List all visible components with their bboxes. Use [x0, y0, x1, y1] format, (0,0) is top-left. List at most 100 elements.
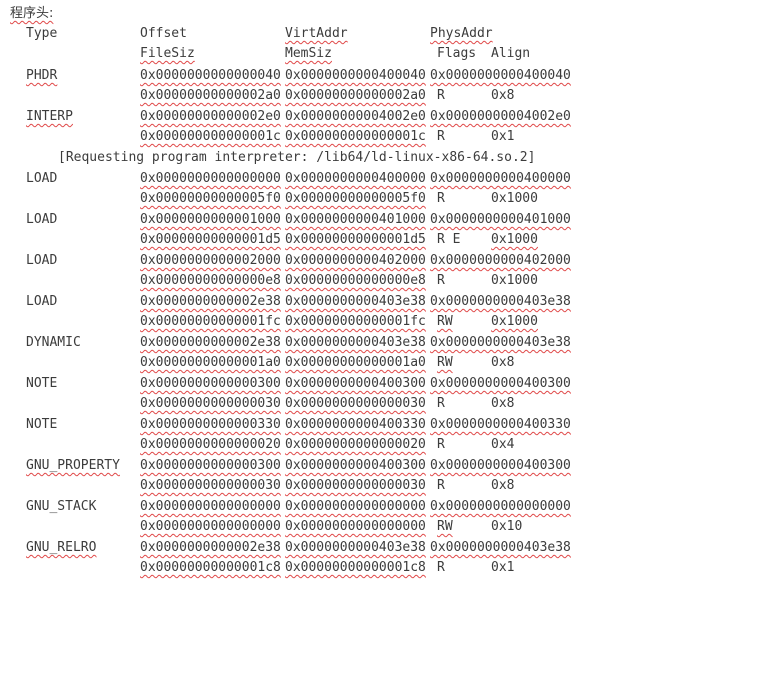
- segment-virtaddr: 0x0000000000403e38: [285, 540, 426, 555]
- segment-physaddr: 0x0000000000403e38: [430, 335, 571, 350]
- segment-row: NOTE 0x0000000000000300 0x00000000004003…: [0, 374, 571, 394]
- segment-row-sizes: 0x00000000000002a0 0x00000000000002a0 R …: [0, 86, 514, 106]
- segment-memsiz: 0x00000000000001c8: [285, 560, 426, 575]
- segment-filesiz: 0x00000000000000e8: [140, 273, 281, 288]
- segment-physaddr: 0x0000000000400330: [430, 417, 571, 432]
- segment-type: GNU_PROPERTY: [26, 458, 120, 473]
- segment-align: 0x1: [491, 560, 515, 575]
- segment-filesiz: 0x0000000000000020: [140, 437, 281, 452]
- segment-flags: RW: [437, 314, 453, 329]
- segment-row: LOAD 0x0000000000001000 0x00000000004010…: [0, 210, 571, 230]
- segment-filesiz: 0x00000000000001d5: [140, 232, 281, 247]
- segment-filesiz: 0x00000000000001fc: [140, 314, 281, 329]
- segment-memsiz: 0x000000000000001c: [285, 129, 426, 144]
- segment-row: LOAD 0x0000000000000000 0x00000000004000…: [0, 169, 571, 189]
- header-offset: Offset: [140, 26, 187, 41]
- segment-virtaddr: 0x0000000000402000: [285, 253, 426, 268]
- segment-flags: R: [437, 191, 445, 206]
- segment-align: 0x8: [491, 88, 515, 103]
- segment-row-sizes: 0x0000000000000030 0x0000000000000030 R …: [0, 394, 514, 414]
- segment-align: 0x1000: [491, 314, 538, 329]
- segment-row: GNU_PROPERTY 0x0000000000000300 0x000000…: [0, 456, 571, 476]
- segment-filesiz: 0x00000000000001a0: [140, 355, 281, 370]
- segment-memsiz: 0x0000000000000020: [285, 437, 426, 452]
- segment-offset: 0x0000000000001000: [140, 212, 281, 227]
- segment-row: LOAD 0x0000000000002000 0x00000000004020…: [0, 251, 571, 271]
- header-physaddr: PhysAddr: [430, 26, 493, 41]
- segment-filesiz: 0x0000000000000030: [140, 478, 281, 493]
- segment-flags: RW: [437, 519, 453, 534]
- section-title: 程序头:: [10, 6, 54, 21]
- header-flags: Flags: [437, 46, 477, 61]
- segment-type: LOAD: [26, 212, 58, 227]
- segment-physaddr: 0x0000000000403e38: [430, 540, 571, 555]
- segment-row-sizes: 0x0000000000000020 0x0000000000000020 R …: [0, 435, 514, 455]
- segment-virtaddr: 0x0000000000000000: [285, 499, 426, 514]
- header-filesiz: FileSiz: [140, 46, 195, 61]
- segment-virtaddr: 0x0000000000403e38: [285, 335, 426, 350]
- interpreter-note: [Requesting program interpreter: /lib64/…: [58, 150, 536, 165]
- segment-align: 0x1000: [491, 191, 538, 206]
- segment-type: NOTE: [26, 417, 58, 432]
- segment-physaddr: 0x0000000000400000: [430, 171, 571, 186]
- segment-memsiz: 0x0000000000000030: [285, 478, 426, 493]
- segment-filesiz: 0x00000000000001c8: [140, 560, 281, 575]
- segment-row-sizes: 0x00000000000005f0 0x00000000000005f0 R …: [0, 189, 538, 209]
- segment-memsiz: 0x0000000000000000: [285, 519, 426, 534]
- segment-filesiz: 0x00000000000005f0: [140, 191, 281, 206]
- segment-flags: R: [437, 129, 445, 144]
- segment-virtaddr: 0x0000000000400330: [285, 417, 426, 432]
- segment-row: LOAD 0x0000000000002e38 0x0000000000403e…: [0, 292, 571, 312]
- segment-memsiz: 0x00000000000001a0: [285, 355, 426, 370]
- segment-type: GNU_STACK: [26, 499, 97, 514]
- segment-row-sizes: 0x00000000000000e8 0x00000000000000e8 R …: [0, 271, 538, 291]
- segment-type: NOTE: [26, 376, 58, 391]
- segment-filesiz: 0x000000000000001c: [140, 129, 281, 144]
- header-virtaddr: VirtAddr: [285, 26, 348, 41]
- segment-type: GNU_RELRO: [26, 540, 97, 555]
- segment-offset: 0x0000000000000300: [140, 458, 281, 473]
- segment-filesiz: 0x00000000000002a0: [140, 88, 281, 103]
- program-headers-document: 程序头: Type Offset VirtAddr PhysAddr FileS…: [0, 6, 571, 578]
- segment-row-sizes: 0x0000000000000030 0x0000000000000030 R …: [0, 476, 514, 496]
- segment-type: DYNAMIC: [26, 335, 81, 350]
- segment-row-sizes: 0x000000000000001c 0x000000000000001c R …: [0, 127, 514, 147]
- segment-virtaddr: 0x00000000004002e0: [285, 109, 426, 124]
- segment-filesiz: 0x0000000000000030: [140, 396, 281, 411]
- segment-flags: R: [437, 437, 445, 452]
- header-row-1: Type Offset VirtAddr PhysAddr: [0, 24, 493, 44]
- segment-row-sizes: 0x00000000000001c8 0x00000000000001c8 R …: [0, 558, 514, 578]
- segment-align: 0x10: [491, 519, 523, 534]
- segment-memsiz: 0x00000000000000e8: [285, 273, 426, 288]
- segment-filesiz: 0x0000000000000000: [140, 519, 281, 534]
- segment-row: GNU_STACK 0x0000000000000000 0x000000000…: [0, 497, 571, 517]
- segment-offset: 0x00000000000002e0: [140, 109, 281, 124]
- segment-virtaddr: 0x0000000000403e38: [285, 294, 426, 309]
- segment-physaddr: 0x0000000000403e38: [430, 294, 571, 309]
- segment-offset: 0x0000000000002e38: [140, 540, 281, 555]
- segment-memsiz: 0x00000000000002a0: [285, 88, 426, 103]
- segment-physaddr: 0x0000000000400300: [430, 458, 571, 473]
- segment-virtaddr: 0x0000000000400040: [285, 68, 426, 83]
- segment-offset: 0x0000000000000000: [140, 499, 281, 514]
- segment-type: PHDR: [26, 68, 58, 83]
- segment-row: PHDR 0x0000000000000040 0x00000000004000…: [0, 66, 571, 86]
- segment-physaddr: 0x00000000004002e0: [430, 109, 571, 124]
- segment-align: 0x8: [491, 478, 515, 493]
- segment-physaddr: 0x0000000000401000: [430, 212, 571, 227]
- segment-memsiz: 0x0000000000000030: [285, 396, 426, 411]
- segment-row-sizes: 0x00000000000001fc 0x00000000000001fc RW…: [0, 312, 538, 332]
- segment-align: 0x1000: [491, 273, 538, 288]
- segment-row-sizes: 0x00000000000001d5 0x00000000000001d5 R …: [0, 230, 538, 250]
- segment-virtaddr: 0x0000000000400300: [285, 376, 426, 391]
- segment-offset: 0x0000000000000330: [140, 417, 281, 432]
- segment-row: GNU_RELRO 0x0000000000002e38 0x000000000…: [0, 538, 571, 558]
- segment-align: 0x8: [491, 396, 515, 411]
- segment-flags: R E: [437, 232, 461, 247]
- segment-align: 0x8: [491, 355, 515, 370]
- segment-flags: R: [437, 396, 445, 411]
- segment-row-sizes: 0x00000000000001a0 0x00000000000001a0 RW…: [0, 353, 514, 373]
- segment-flags: R: [437, 273, 445, 288]
- header-type: Type: [26, 26, 58, 41]
- segment-physaddr: 0x0000000000000000: [430, 499, 571, 514]
